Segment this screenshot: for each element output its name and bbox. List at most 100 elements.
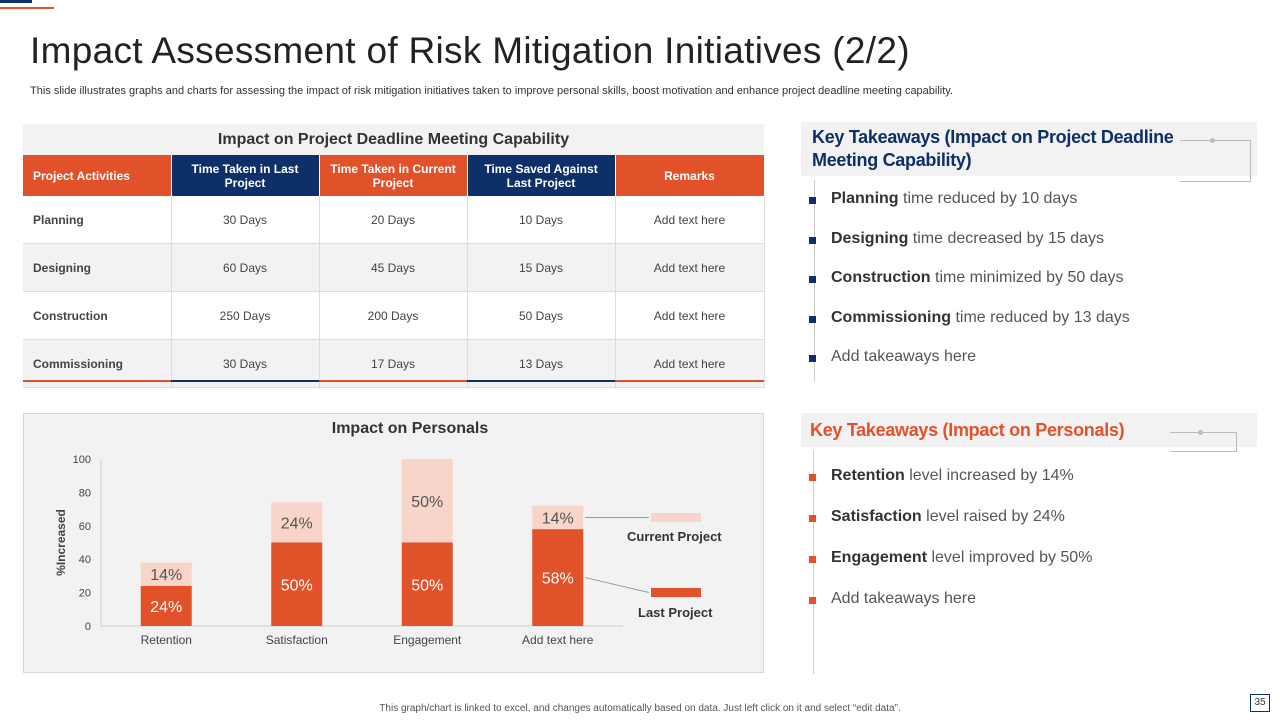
table-cell: 17 Days [319, 339, 468, 388]
chart-title: Impact on Personals [332, 420, 489, 437]
y-tick-label: 0 [85, 621, 91, 633]
table-cell: 10 Days [467, 196, 616, 244]
takeaways-personals-title: Key Takeaways (Impact on Personals) [810, 420, 1125, 440]
takeaway-text: time decreased by 15 days [908, 229, 1105, 247]
table-cell: 45 Days [319, 243, 468, 292]
table-header-cell: Remarks [615, 155, 765, 196]
bullet-square-icon [809, 276, 816, 283]
bar-current-project [140, 562, 192, 586]
table-cell: 30 Days [171, 339, 320, 388]
bullet-square-icon [809, 556, 816, 563]
bar-data-label: 14% [542, 510, 574, 527]
takeaway-bold: Construction [831, 269, 931, 286]
bullet-square-icon [809, 197, 816, 204]
y-tick-label: 80 [79, 487, 91, 499]
y-tick-label: 60 [79, 521, 91, 533]
bar-last-project [401, 542, 453, 626]
bar-data-label: 50% [281, 577, 313, 594]
bar-current-project [271, 502, 323, 543]
table-row: Designing 60 Days 45 Days 15 Days Add te… [23, 243, 765, 292]
table-cell: Designing [23, 243, 172, 292]
x-tick-label: Satisfaction [266, 633, 328, 647]
table-row: Commissioning 30 Days 17 Days 13 Days Ad… [23, 339, 765, 388]
takeaway-text: Add takeaways here [831, 590, 976, 607]
takeaways-personals-header [801, 413, 1257, 447]
table-cell: 50 Days [467, 291, 616, 340]
bullet-square-icon [809, 355, 816, 362]
bar-data-label: 14% [150, 567, 182, 584]
bullet-square-icon [809, 315, 816, 323]
table-cell: 20 Days [319, 196, 468, 244]
table-cell: Commissioning [23, 339, 172, 388]
takeaway-bold: Engagement [831, 549, 928, 566]
deadline-table-panel: Impact on Project Deadline Meeting Capab… [23, 124, 765, 388]
takeaway-bold: Planning [831, 190, 899, 207]
list-item: Add takeaways here [809, 590, 1092, 631]
table-underline [171, 380, 319, 382]
table-header-cell: Time Taken in Current Project [319, 155, 468, 196]
x-tick-label: Retention [141, 633, 192, 647]
table-underline [467, 380, 615, 382]
bar-data-label: 58% [542, 571, 574, 588]
takeaways-deadline-header [801, 122, 1257, 176]
takeaway-text: time reduced by 10 days [898, 190, 1078, 207]
bullet-square-icon [809, 515, 816, 522]
table-cell: Add text here [615, 291, 765, 340]
table-cell: 13 Days [467, 339, 616, 388]
table-cell: Add text here [615, 196, 765, 244]
takeaways-bracket [1180, 140, 1251, 182]
y-axis-label: %Increased [54, 509, 68, 576]
table-underline [615, 380, 764, 382]
bar-last-project [140, 585, 192, 626]
table-row: Planning 30 Days 20 Days 10 Days Add tex… [23, 196, 765, 244]
takeaway-bold: Commissioning [831, 308, 952, 326]
corner-accent-orange [0, 7, 54, 9]
takeaways-deadline-title: Key Takeaways (Impact on Project Deadlin… [812, 127, 1174, 170]
table-cell: 200 Days [319, 291, 468, 340]
page-subtitle: This slide illustrates graphs and charts… [30, 85, 954, 97]
takeaway-text: Add takeaways here [831, 348, 976, 365]
x-tick-label: Engagement [393, 633, 462, 647]
takeaways-dot [1198, 430, 1203, 435]
y-tick-label: 100 [73, 454, 91, 466]
bullet-square-icon [809, 474, 816, 481]
table-cell: 250 Days [171, 291, 320, 340]
bar-data-label: 50% [411, 494, 443, 511]
list-item: Planning time reduced by 10 days [809, 190, 1130, 230]
takeaways-personals-list: Retention level increased by 14% Satisfa… [809, 467, 1092, 631]
takeaway-text: level increased by 14% [904, 467, 1074, 484]
legend-swatch-last [651, 588, 701, 597]
table-cell: Construction [23, 291, 172, 340]
bar-data-label: 24% [281, 515, 313, 532]
bar-last-project [532, 529, 584, 626]
chart-panel [23, 413, 764, 673]
takeaway-text: time reduced by 13 days [951, 308, 1130, 326]
takeaway-bold: Retention [831, 467, 905, 484]
table-underline [319, 380, 467, 382]
list-item: Satisfaction level raised by 24% [809, 508, 1092, 549]
legend-swatch-current [651, 513, 701, 522]
table-row: Construction 250 Days 200 Days 50 Days A… [23, 291, 765, 340]
legend-connector [585, 577, 650, 593]
table-header-row: Project Activities Time Taken in Last Pr… [23, 155, 765, 196]
takeaway-bold: Designing [831, 229, 909, 247]
bar-current-project [401, 459, 453, 543]
list-item: Add takeaways here [809, 348, 1130, 388]
table-header-cell: Project Activities [23, 155, 172, 196]
bullet-square-icon [809, 236, 816, 244]
page-title: Impact Assessment of Risk Mitigation Ini… [30, 30, 910, 71]
table-cell: 30 Days [171, 196, 320, 244]
corner-accent-navy [0, 0, 32, 3]
bar-current-project [532, 505, 584, 530]
list-item: Construction time minimized by 50 days [809, 269, 1130, 309]
page-number: 35 [1250, 694, 1270, 712]
personals-chart: Impact on Personals 0 20 40 60 80 100 %Increase… [54, 420, 722, 647]
list-item: Retention level increased by 14% [809, 467, 1092, 508]
x-tick-label: Add text here [522, 633, 594, 647]
y-tick-label: 40 [79, 554, 91, 566]
deadline-table: Project Activities Time Taken in Last Pr… [23, 155, 765, 388]
table-cell: Add text here [615, 243, 765, 292]
table-header-cell: Time Saved Against Last Project [467, 155, 616, 196]
takeaways-bracket [1170, 432, 1237, 452]
takeaway-text: time minimized by 50 days [930, 269, 1124, 286]
